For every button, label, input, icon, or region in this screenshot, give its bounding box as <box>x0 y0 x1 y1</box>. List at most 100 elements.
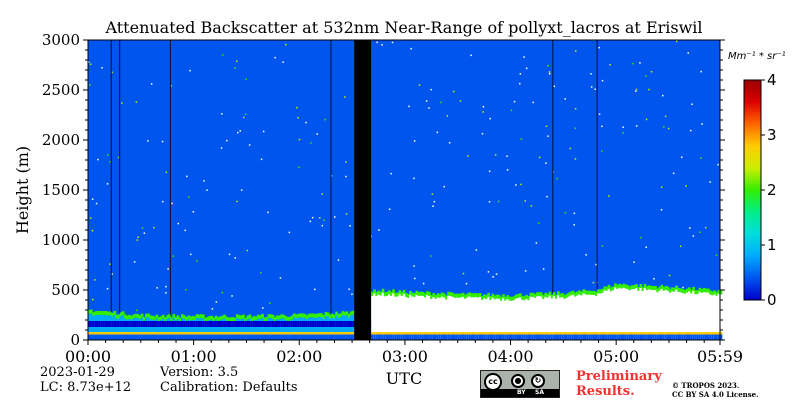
aerosol-core <box>286 320 290 340</box>
aerosol-edge <box>660 284 664 289</box>
aerosol-core <box>449 296 452 340</box>
surface-base <box>309 334 313 340</box>
surface-band <box>244 332 247 335</box>
aerosol-edge <box>519 293 522 298</box>
aerosol-core <box>193 320 197 340</box>
aerosol-edge <box>295 314 298 319</box>
noise-dot <box>106 287 109 290</box>
aerosol-edge <box>552 292 556 296</box>
aerosol-core <box>489 300 493 340</box>
surface-band <box>284 332 288 335</box>
surface-base <box>301 334 305 340</box>
noise-dot <box>532 101 534 104</box>
aerosol-edge <box>210 315 214 320</box>
aerosol-edge <box>601 288 605 293</box>
aerosol-edge <box>468 292 471 297</box>
aerosol-gap <box>109 321 112 327</box>
aerosol-core <box>633 289 636 340</box>
noise-dot <box>156 287 158 289</box>
aerosol-edge <box>128 314 131 319</box>
noise-dot <box>495 273 498 275</box>
surface-base <box>565 334 569 340</box>
noise-dot <box>538 222 540 224</box>
surface-base <box>263 334 267 340</box>
noise-dot <box>349 225 351 227</box>
aerosol-edge <box>523 296 526 301</box>
aerosol-gap <box>307 321 311 327</box>
aerosol-edge <box>628 286 632 291</box>
surface-band <box>487 332 490 335</box>
aerosol-core <box>385 295 389 340</box>
aerosol-core <box>440 296 444 340</box>
surface-base <box>639 334 643 340</box>
surface-band <box>157 332 161 335</box>
surface-band <box>685 332 689 335</box>
aerosol-core <box>153 320 157 340</box>
aerosol-core <box>580 295 583 340</box>
aerosol-edge <box>278 315 281 320</box>
surface-base <box>464 334 467 340</box>
aerosol-gap <box>324 321 328 327</box>
surface-band <box>113 332 117 335</box>
surface-base <box>267 334 271 340</box>
surface-base <box>407 334 410 340</box>
surface-band <box>673 332 676 335</box>
x-tick-label: 01:00 <box>171 347 217 366</box>
aerosol-edge <box>573 292 577 297</box>
surface-base <box>704 334 708 340</box>
surface-band <box>394 332 397 335</box>
aerosol-edge <box>656 288 659 293</box>
surface-base <box>284 334 288 340</box>
surface-base <box>413 334 416 340</box>
surface-band <box>662 332 666 335</box>
noise-dot <box>462 272 465 275</box>
surface-band <box>318 332 321 335</box>
aerosol-edge <box>311 313 315 318</box>
aerosol-gap <box>185 321 188 327</box>
aerosol-gap <box>282 321 286 327</box>
aerosol-core <box>426 295 429 340</box>
noise-dot <box>525 67 528 70</box>
aerosol-edge <box>206 316 209 321</box>
aerosol-core <box>383 296 387 340</box>
aerosol-gap <box>147 321 150 327</box>
aerosol-edge <box>392 289 395 294</box>
noise-dot <box>547 64 549 67</box>
surface-base <box>221 334 224 340</box>
surface-band <box>428 332 431 335</box>
noise-dot <box>221 113 223 115</box>
surface-band <box>461 332 465 335</box>
aerosol-edge <box>453 293 457 298</box>
surface-band <box>523 332 526 335</box>
surface-base <box>206 334 209 340</box>
surface-base <box>582 334 586 340</box>
surface-band <box>440 332 444 335</box>
aerosol-edge <box>219 316 222 321</box>
aerosol-edge <box>280 314 283 319</box>
aerosol-core <box>468 296 471 340</box>
aerosol-core <box>559 297 562 340</box>
aerosol-edge <box>611 286 615 291</box>
surface-band <box>535 332 539 335</box>
aerosol-core <box>459 297 463 340</box>
noise-dot <box>136 309 138 312</box>
surface-base <box>157 334 161 340</box>
aerosol-core <box>521 299 524 340</box>
aerosol-gap <box>107 321 110 327</box>
noise-dot <box>481 133 484 135</box>
aerosol-core <box>442 297 446 340</box>
noise-dot <box>538 156 541 159</box>
aerosol-core <box>371 295 374 340</box>
noise-dot <box>165 171 168 173</box>
surface-band <box>671 332 674 335</box>
surface-band <box>115 332 119 335</box>
aerosol-edge <box>508 296 512 301</box>
surface-band <box>493 332 497 335</box>
surface-band <box>502 332 505 335</box>
aerosol-core <box>352 314 355 340</box>
aerosol-edge <box>227 317 231 322</box>
noise-dot <box>97 158 99 161</box>
aerosol-edge <box>550 294 554 299</box>
surface-base <box>696 334 700 340</box>
aerosol-edge <box>633 285 636 289</box>
